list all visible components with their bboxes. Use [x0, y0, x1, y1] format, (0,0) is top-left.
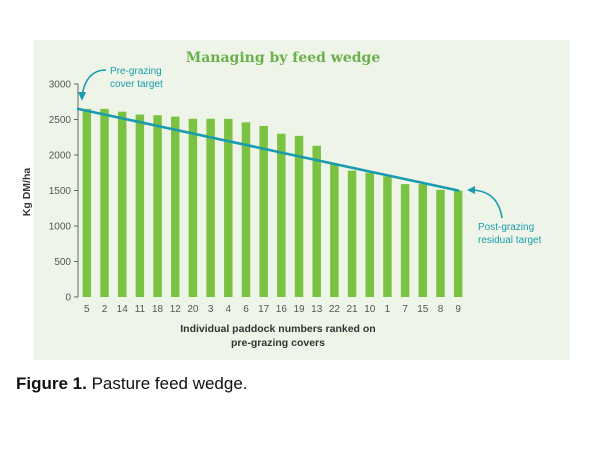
x-tick-label: 9 [455, 304, 461, 315]
x-axis-ticks: 5 2 14 11 18 12 20 3 4 6 17 16 19 13 22 21 10 1 7 15 8 9 [84, 304, 461, 315]
x-tick-label: 22 [329, 304, 341, 315]
bar-paddock-5 [82, 108, 92, 297]
y-tick-label: 0 [65, 293, 71, 304]
post-grazing-label-line-1: Post-grazing [478, 222, 534, 233]
caption-text: Pasture feed wedge. [86, 374, 248, 393]
y-tick-label: 500 [54, 257, 71, 268]
x-tick-label: 4 [226, 304, 232, 315]
bar-paddock-2 [100, 108, 109, 297]
x-tick-label: 19 [293, 304, 305, 315]
x-tick-label: 8 [438, 304, 444, 315]
bar-paddock-20 [188, 118, 198, 297]
y-tick-label: 3000 [49, 80, 72, 91]
pre-grazing-arrow [81, 69, 107, 97]
bar-paddock-21 [347, 170, 357, 297]
post-grazing-arrowhead [467, 186, 475, 194]
x-axis-title-line-1: Individual paddock numbers ranked on [180, 323, 375, 335]
x-tick-label: 12 [170, 304, 182, 315]
bar-paddock-4 [224, 118, 233, 297]
x-tick-label: 10 [364, 304, 376, 315]
x-tick-label: 6 [243, 304, 249, 315]
x-tick-label: 18 [152, 304, 164, 315]
bar-paddock-11 [135, 114, 145, 297]
x-axis-title-line-2: pre-grazing covers [231, 337, 325, 349]
post-grazing-arrow [471, 189, 503, 219]
bar-paddock-16 [277, 133, 286, 297]
x-tick-label: 14 [117, 304, 129, 315]
x-tick-label: 21 [347, 304, 359, 315]
y-tick-label: 1500 [49, 186, 72, 197]
x-tick-label: 13 [311, 304, 323, 315]
bar-paddock-1 [383, 176, 392, 297]
x-tick-label: 11 [135, 304, 146, 315]
x-tick-label: 7 [402, 304, 408, 315]
pre-grazing-arrowhead [78, 92, 86, 101]
bar-paddock-8 [436, 189, 445, 297]
bar-paddock-10 [365, 172, 374, 297]
x-tick-label: 20 [187, 304, 199, 315]
x-tick-label: 1 [385, 304, 391, 315]
y-axis-title: Kg DM/ha [21, 168, 33, 217]
pre-grazing-label-line-2: cover target [110, 79, 163, 90]
bar-paddock-14 [117, 111, 127, 297]
x-tick-label: 5 [84, 304, 90, 315]
bar-paddock-18 [153, 115, 162, 298]
y-tick-label: 2000 [49, 151, 72, 162]
target-line [76, 107, 460, 192]
bar-paddock-19 [294, 135, 304, 297]
bar-paddock-17 [259, 125, 268, 297]
x-tick-label: 15 [417, 304, 429, 315]
y-tick-label: 2500 [49, 115, 72, 126]
bar-paddock-9 [453, 190, 463, 297]
bar-paddock-6 [241, 122, 251, 297]
x-tick-label: 3 [208, 304, 214, 315]
bar-paddock-3 [206, 118, 215, 297]
x-tick-label: 17 [258, 304, 270, 315]
pre-grazing-label-line-1: Pre-grazing [110, 66, 162, 77]
x-tick-label: 16 [276, 304, 288, 315]
x-tick-label: 2 [102, 304, 108, 315]
post-grazing-label-line-2: residual target [478, 235, 542, 246]
bar-paddock-13 [312, 145, 321, 297]
bar-paddock-15 [418, 184, 428, 297]
y-axis: 0 500 1000 1500 2000 2500 3000 [49, 80, 79, 304]
bar-paddock-7 [400, 184, 410, 297]
bars-group [82, 108, 463, 298]
target-line-group [76, 107, 460, 192]
bar-paddock-22 [330, 164, 339, 297]
caption-label: Figure 1. [16, 374, 87, 393]
chart-title: Managing by feed wedge [186, 50, 381, 66]
bar-paddock-12 [171, 116, 180, 297]
y-tick-label: 1000 [49, 222, 72, 233]
figure-caption: Figure 1. Pasture feed wedge. [16, 374, 248, 394]
